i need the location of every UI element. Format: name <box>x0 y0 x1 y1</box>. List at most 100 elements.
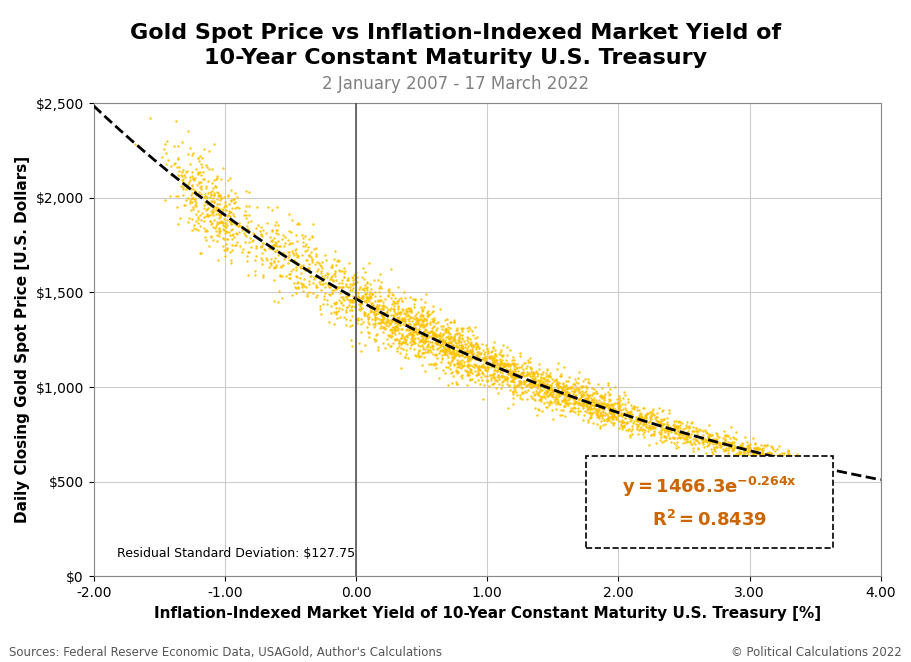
Point <box>341 275 355 285</box>
Point <box>496 340 510 351</box>
Point <box>613 395 628 406</box>
Point <box>618 412 632 423</box>
Point <box>487 355 502 365</box>
Point <box>531 381 546 391</box>
Point <box>645 403 660 414</box>
Point <box>559 399 574 409</box>
Point <box>752 449 767 460</box>
Point <box>470 366 485 377</box>
Point <box>534 368 548 379</box>
Point <box>757 441 772 451</box>
Point <box>619 404 633 415</box>
Point <box>600 379 615 390</box>
Point <box>381 304 395 314</box>
Point <box>444 347 458 357</box>
Point <box>314 261 329 271</box>
Point <box>775 457 790 467</box>
Point <box>418 337 433 348</box>
Point <box>401 319 415 330</box>
Point <box>193 177 208 187</box>
Point <box>795 462 810 473</box>
Point <box>657 414 671 425</box>
Point <box>681 430 695 440</box>
Point <box>604 412 619 422</box>
Point <box>190 213 205 223</box>
Point <box>698 434 712 445</box>
Point <box>283 268 298 279</box>
Point <box>756 449 771 459</box>
Point <box>376 308 391 318</box>
Point <box>415 359 429 370</box>
Point <box>783 455 797 465</box>
Point <box>422 330 436 341</box>
Point <box>289 257 303 267</box>
Point <box>630 422 644 433</box>
Point <box>175 175 189 185</box>
Point <box>203 189 218 200</box>
Point <box>658 432 672 443</box>
Point <box>600 413 615 424</box>
Point <box>387 327 402 338</box>
Point <box>442 346 456 357</box>
Point <box>187 220 201 230</box>
Point <box>558 394 572 404</box>
Point <box>773 461 787 472</box>
Point <box>351 292 365 303</box>
Point <box>294 263 309 273</box>
Point <box>618 412 632 423</box>
Point <box>390 302 404 312</box>
Point <box>244 242 259 252</box>
Point <box>627 401 641 412</box>
Point <box>322 281 336 292</box>
Point <box>353 281 367 292</box>
Point <box>360 284 374 295</box>
Point <box>550 381 565 392</box>
Point <box>418 335 433 346</box>
Point <box>596 401 610 411</box>
Point <box>324 288 339 299</box>
Point <box>505 355 519 365</box>
Point <box>207 139 221 150</box>
Point <box>605 414 619 424</box>
Point <box>204 196 219 207</box>
Point <box>721 445 735 455</box>
Point <box>439 346 454 356</box>
Point <box>307 272 322 283</box>
Point <box>431 316 445 327</box>
Point <box>463 359 477 370</box>
Point <box>418 336 433 346</box>
Point <box>681 432 696 442</box>
Point <box>808 455 823 465</box>
Point <box>593 401 608 412</box>
Point <box>420 335 435 346</box>
Point <box>284 214 299 225</box>
Point <box>527 371 541 381</box>
Point <box>593 422 608 433</box>
Point <box>642 422 657 432</box>
Point <box>451 351 466 361</box>
Point <box>647 426 661 436</box>
Point <box>807 461 822 472</box>
Point <box>774 453 789 464</box>
Point <box>517 377 532 388</box>
Point <box>672 428 687 439</box>
Point <box>182 143 197 154</box>
Point <box>257 244 271 254</box>
Point <box>603 408 618 418</box>
Point <box>684 426 699 436</box>
Point <box>395 312 410 323</box>
Point <box>532 379 547 390</box>
Point <box>442 344 456 354</box>
Point <box>360 321 374 332</box>
Point <box>587 388 601 399</box>
Point <box>284 226 299 237</box>
Point <box>612 422 627 433</box>
Point <box>420 340 435 351</box>
Point <box>388 334 403 344</box>
Point <box>254 240 269 251</box>
Point <box>367 310 382 320</box>
Point <box>220 234 234 244</box>
Point <box>450 378 465 389</box>
Point <box>270 241 284 252</box>
Point <box>419 317 434 328</box>
